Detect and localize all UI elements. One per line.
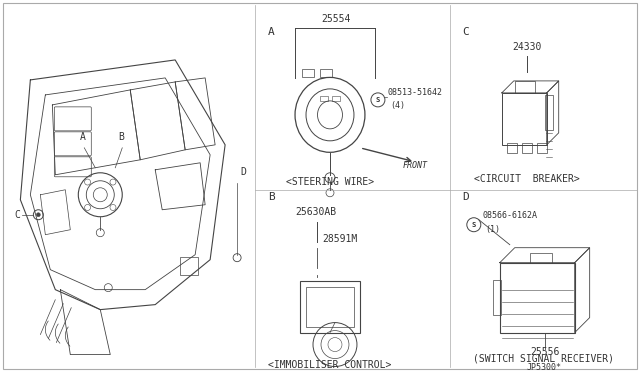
Text: 25630AB: 25630AB (295, 207, 336, 217)
Text: 08513-51642: 08513-51642 (388, 88, 443, 97)
Bar (537, 143, 547, 153)
Bar (507, 143, 516, 153)
Text: 08566-6162A: 08566-6162A (483, 211, 538, 220)
Text: C: C (14, 210, 20, 220)
Bar (522, 143, 532, 153)
Bar (500, 263, 575, 333)
Text: 25556: 25556 (530, 347, 559, 356)
Bar (502, 93, 547, 145)
Text: S: S (472, 222, 476, 228)
Bar (493, 280, 500, 315)
Bar (320, 96, 328, 101)
Text: 25554: 25554 (321, 14, 351, 24)
Text: D: D (462, 192, 468, 202)
Text: <IMMOBILISER CONTROL>: <IMMOBILISER CONTROL> (268, 360, 392, 369)
Text: B: B (118, 132, 124, 142)
Text: (SWITCH SIGNAL RECEIVER): (SWITCH SIGNAL RECEIVER) (473, 353, 614, 363)
Bar (306, 287, 354, 327)
Text: D: D (240, 167, 246, 177)
Bar (545, 95, 553, 130)
Bar (180, 257, 198, 275)
Text: 24330: 24330 (512, 42, 541, 52)
Text: <CIRCUIT  BREAKER>: <CIRCUIT BREAKER> (474, 174, 580, 184)
Bar (320, 69, 332, 77)
Bar (530, 253, 552, 263)
Text: 28591M: 28591M (322, 234, 357, 244)
Text: JP5300*: JP5300* (526, 363, 561, 372)
Text: FRONT: FRONT (403, 161, 428, 170)
Text: A: A (80, 132, 86, 142)
Text: A: A (268, 27, 275, 37)
Text: C: C (462, 27, 468, 37)
Text: (4): (4) (390, 101, 405, 110)
Text: B: B (268, 192, 275, 202)
Bar (300, 280, 360, 333)
Circle shape (36, 213, 40, 217)
Bar (515, 81, 535, 93)
Text: (1): (1) (484, 225, 500, 234)
Text: <STEERING WIRE>: <STEERING WIRE> (286, 177, 374, 187)
Bar (332, 96, 340, 101)
Text: S: S (376, 97, 380, 103)
Bar (302, 69, 314, 77)
